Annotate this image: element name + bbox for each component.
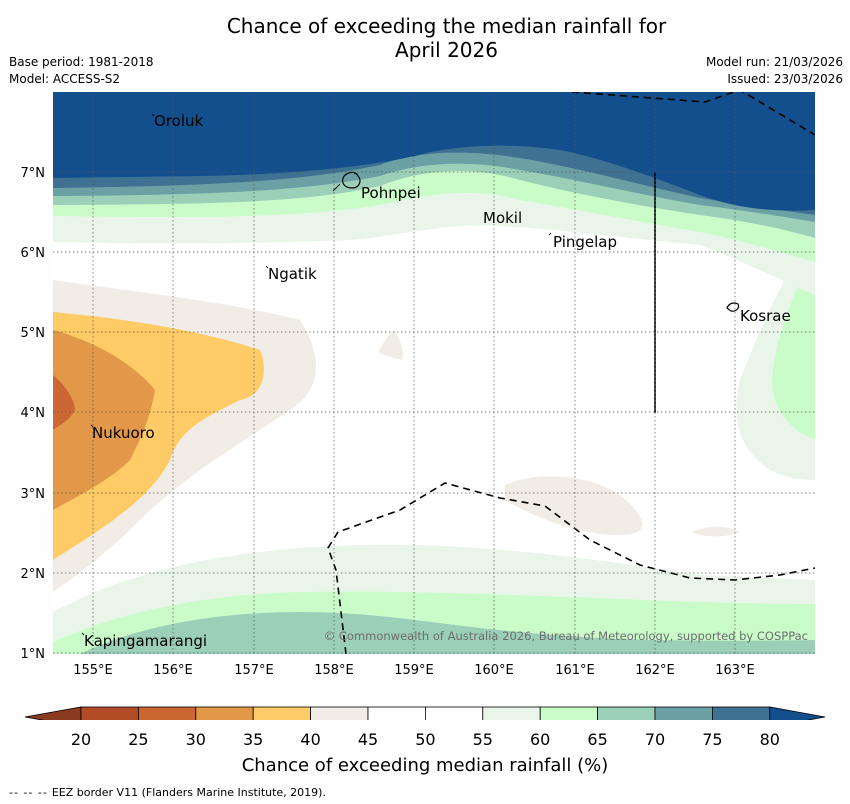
place-pingelap: Pingelap	[553, 233, 617, 251]
nukuoro-atoll-mark	[90, 424, 94, 428]
colorbar-segment	[80, 706, 139, 720]
pohnpei-island	[341, 171, 361, 189]
colorbar-segment	[654, 706, 713, 720]
lon-label: 162°E	[635, 663, 675, 678]
place-ngatik: Ngatik	[268, 265, 317, 283]
lon-label: 156°E	[153, 663, 193, 678]
band-25-30	[53, 375, 75, 430]
colorbar-tick-label: 80	[759, 730, 780, 749]
colorbar-tick-label: 65	[587, 730, 608, 749]
colorbar-tick-label: 40	[300, 730, 321, 749]
colorbar-segment	[195, 706, 254, 720]
lon-label: 159°E	[394, 663, 434, 678]
colorbar-tick-label: 60	[530, 730, 551, 749]
eez-border-south	[327, 482, 815, 654]
lat-label: 7°N	[21, 166, 46, 181]
title-line-1: Chance of exceeding the median rainfall …	[226, 14, 667, 38]
lat-label: 6°N	[21, 246, 46, 261]
base-period: Base period: 1981-2018	[9, 55, 154, 69]
pingelap-atoll-mark	[548, 232, 552, 236]
place-pohnpei: Pohnpei	[361, 184, 421, 202]
lon-label: 163°E	[715, 663, 755, 678]
lon-label: 161°E	[555, 663, 595, 678]
place-nukuoro: Nukuoro	[92, 424, 155, 442]
oroluk-atoll-mark	[151, 113, 155, 117]
colorbar-segment	[310, 706, 369, 720]
colorbar	[24, 706, 826, 720]
eez-legend-dash: -- -- --	[9, 786, 48, 799]
footer-note: -- -- -- EEZ border V11 (Flanders Marine …	[9, 786, 326, 799]
lat-label: 3°N	[21, 487, 46, 502]
lon-label: 157°E	[234, 663, 274, 678]
lat-label: 5°N	[21, 326, 46, 341]
forecast-map: 7°N 6°N 5°N 4°N 3°N 2°N 1°N 155°E 156°E 157°E 158…	[21, 92, 826, 720]
model-run: Model run: 21/03/2026	[705, 55, 843, 69]
colorbar-tick-label: 45	[357, 730, 379, 749]
place-kosrae: Kosrae	[740, 307, 791, 325]
colorbar-extend-high	[769, 706, 826, 720]
pohnpei-shore-mark	[332, 183, 341, 192]
colorbar-segment	[252, 706, 311, 720]
colorbar-segment	[712, 706, 771, 720]
meta-right: Model run: 21/03/2026 Issued: 23/03/2026	[706, 54, 843, 88]
issued-date: Issued: 23/03/2026	[727, 72, 843, 86]
eez-border-north	[571, 92, 815, 136]
colorbar-tick-label: 75	[702, 730, 723, 749]
colorbar-tick-label: 55	[472, 730, 493, 749]
band-south-65-70	[80, 612, 815, 654]
longitude-labels: 155°E 156°E 157°E 158°E 159°E 160°E 161°E 162°E…	[73, 663, 755, 678]
colorbar-segment	[367, 706, 426, 720]
place-oroluk: Oroluk	[154, 112, 203, 130]
colorbar-title: Chance of exceeding median rainfall (%)	[241, 755, 609, 776]
place-mokil: Mokil	[483, 209, 522, 227]
meta-left: Base period: 1981-2018 Model: ACCESS-S2	[9, 54, 154, 88]
colorbar-tick-label: 30	[185, 730, 206, 749]
colorbar-tick-labels: 20 25 30 35 40 45 50 55 60 65 70 75 80	[0, 730, 850, 750]
graticule	[53, 92, 815, 654]
colorbar-segment	[597, 706, 656, 720]
colorbar-tick-label: 20	[70, 730, 92, 749]
latitude-labels: 7°N 6°N 5°N 4°N 3°N 2°N 1°N	[21, 166, 46, 662]
colorbar-tick-label: 50	[415, 730, 436, 749]
colorbar-extend-low	[24, 706, 82, 720]
lat-label: 4°N	[21, 406, 46, 421]
model-name: Model: ACCESS-S2	[9, 72, 121, 86]
kosrae-island	[726, 302, 740, 312]
colorbar-tick-label: 35	[243, 730, 264, 749]
band-40-45-east	[692, 526, 740, 537]
colorbar-tick-label: 25	[128, 730, 149, 749]
colorbar-segment	[424, 706, 484, 720]
lat-label: 1°N	[21, 647, 46, 662]
band-north-above-80	[53, 92, 815, 211]
colorbar-segment	[482, 706, 541, 720]
map-title: Chance of exceeding the median rainfall …	[0, 14, 850, 62]
band-40-45-mid	[505, 476, 643, 535]
kapingamarangi-atoll-mark	[81, 632, 85, 636]
band-30-35	[53, 330, 155, 510]
band-40-45-small	[378, 330, 403, 360]
colorbar-segment	[539, 706, 599, 720]
place-kapingamarangi: Kapingamarangi	[84, 632, 207, 650]
colorbar-tick-label: 70	[644, 730, 666, 749]
colorbar-segment	[137, 706, 197, 720]
ngatik-atoll-mark	[265, 265, 269, 269]
lon-label: 155°E	[73, 663, 113, 678]
band-east-60-65	[772, 250, 815, 440]
eez-legend-text: EEZ border V11 (Flanders Marine Institut…	[51, 786, 326, 799]
lon-label: 160°E	[474, 663, 514, 678]
lon-label: 158°E	[314, 663, 354, 678]
copyright-text: © Commonwealth of Australia 2026, Bureau…	[324, 629, 808, 643]
title-line-2: April 2026	[395, 38, 498, 62]
lat-label: 2°N	[21, 567, 46, 582]
